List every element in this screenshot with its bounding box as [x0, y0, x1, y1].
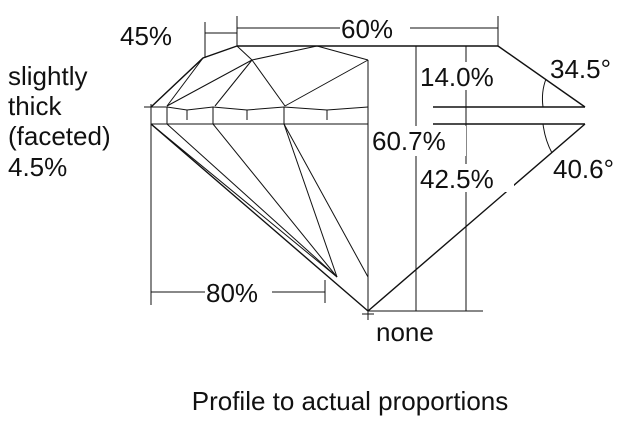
girdle-value: 4.5% [8, 152, 67, 182]
girdle-label-line1: slightly [8, 61, 87, 91]
crown-angle-label: 34.5° [550, 54, 611, 84]
caption: Profile to actual proportions [192, 386, 509, 416]
lower-half-label: 80% [206, 278, 258, 308]
crown-depth-label: 14.0% [420, 62, 494, 92]
total-depth-label: 60.7% [372, 126, 446, 156]
culet-label: none [376, 317, 434, 347]
pavilion-angle-label: 40.6° [553, 154, 614, 184]
pavilion-depth-label: 42.5% [420, 164, 494, 194]
diamond-outline [144, 45, 586, 320]
table-label: 60% [341, 14, 393, 44]
girdle-label-line3: (faceted) [8, 121, 111, 151]
dimension-lines [150, 16, 499, 312]
crown-height-label: 45% [120, 21, 172, 51]
girdle-label-line2: thick [8, 91, 62, 121]
